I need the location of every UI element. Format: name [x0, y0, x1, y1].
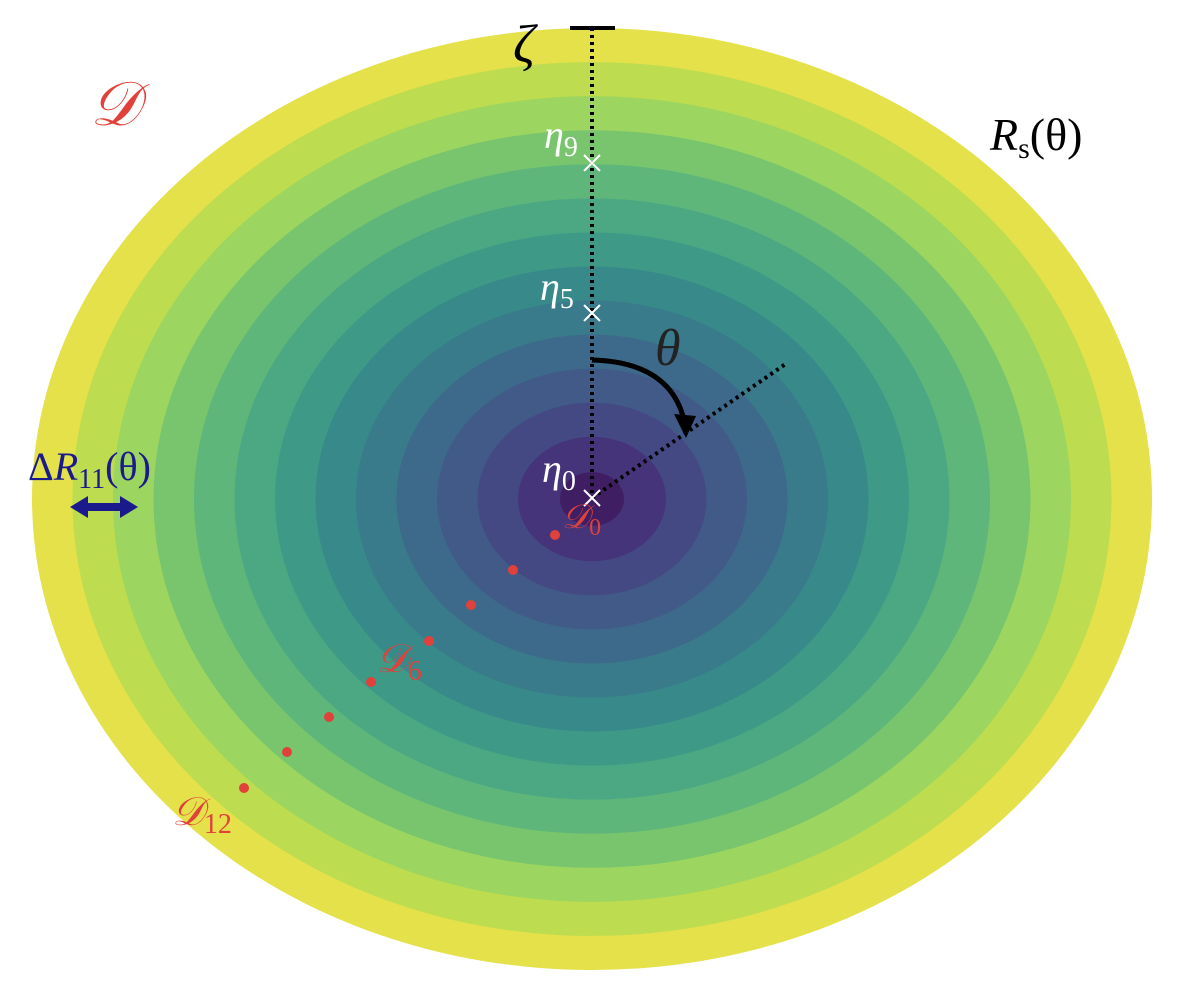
subdomain-dots — [239, 530, 560, 793]
boundary-label: Rs(θ) — [989, 109, 1082, 165]
width-arrow — [70, 496, 138, 518]
eta-markers — [583, 154, 601, 507]
domain-label: 𝒟 — [90, 71, 150, 139]
arrow-head — [674, 414, 696, 438]
ring-width-label: ΔR11(θ) — [28, 444, 151, 495]
angle-arc — [591, 357, 687, 421]
zeta-label: ζ — [513, 14, 538, 74]
eta-5-label: η5 — [540, 264, 574, 315]
angle-label: θ — [655, 320, 681, 377]
eta-9-label: η9 — [544, 112, 578, 163]
angle-line — [590, 361, 789, 500]
subdomain-6-label: 𝒟6 — [376, 636, 422, 687]
eta-0-label: η0 — [542, 446, 576, 497]
